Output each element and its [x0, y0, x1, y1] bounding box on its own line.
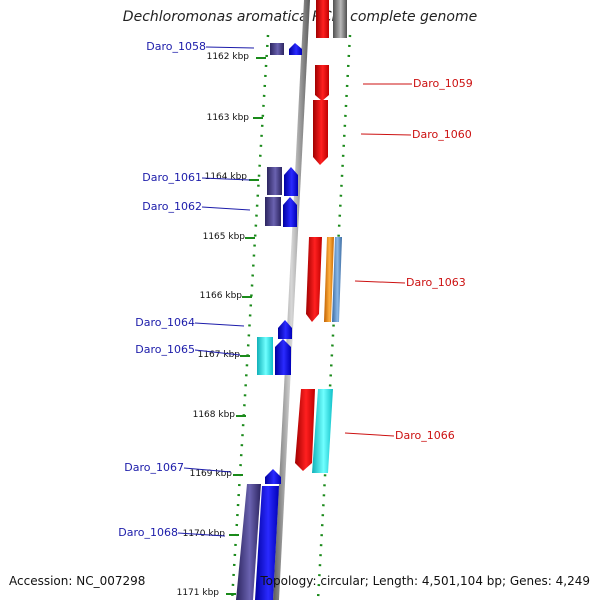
gene-daro-1063b-shape: [324, 237, 334, 322]
gene-daro-1061b-shape: [284, 167, 298, 196]
map-title: Dechloromonas aromatica RCB, complete ge…: [122, 9, 478, 25]
gene-label-daro-1058[interactable]: Daro_1058: [146, 40, 206, 53]
right-track-border: [316, 34, 352, 600]
tick-label: 1164 kbp: [205, 172, 248, 182]
gene-label-daro-1063[interactable]: Daro_1063: [406, 276, 466, 289]
gene-daro-1068a-shape: [236, 484, 261, 600]
gene-daro-1060-shape: [313, 100, 328, 165]
tick-label: 1166 kbp: [200, 291, 243, 301]
gene-label-daro-1068[interactable]: Daro_1068: [118, 526, 178, 539]
gene-label-daro-1062[interactable]: Daro_1062: [142, 200, 202, 213]
gene-label-leader: [177, 532, 226, 537]
gene-label-daro-1059[interactable]: Daro_1059: [413, 77, 473, 90]
gene-label-daro-1061[interactable]: Daro_1061: [142, 171, 202, 184]
gene-label-daro-1060[interactable]: Daro_1060: [412, 128, 472, 141]
tick-label: 1169 kbp: [190, 469, 233, 479]
gene-daro-1062-shape: [265, 197, 281, 226]
gene-partial-gray: [333, 0, 347, 38]
tick-label: 1167 kbp: [198, 350, 241, 360]
gene-daro-1063c-shape: [332, 237, 342, 322]
tick-label: 1162 kbp: [207, 52, 250, 62]
gene-label-leader: [201, 177, 251, 181]
gene-label-leader: [360, 133, 412, 136]
gene-daro-1062b-shape: [283, 197, 297, 227]
gene-partial-red: [316, 0, 329, 38]
gene-label-leader: [344, 432, 395, 437]
gene-daro-1064-shape: [278, 320, 292, 339]
gene-label-leader: [201, 206, 251, 211]
gene-daro-1063a-shape: [306, 237, 322, 322]
gene-daro-1058-shape: [270, 43, 284, 55]
gene-label-leader: [194, 349, 241, 356]
tick-label: 1168 kbp: [193, 410, 236, 420]
accession-label: Accession: NC_007298: [9, 574, 146, 588]
gene-label-daro-1067[interactable]: Daro_1067: [124, 461, 184, 474]
gene-daro-1065-shape: [257, 337, 273, 375]
left-track-border: [230, 34, 270, 600]
tick-label: 1170 kbp: [183, 529, 226, 539]
gene-label-leader: [354, 280, 406, 284]
gene-daro-1066b-shape: [312, 389, 333, 473]
gene-label-leader: [205, 46, 255, 49]
gene-daro-1068b-shape: [255, 486, 279, 600]
gene-label-daro-1065[interactable]: Daro_1065: [135, 343, 195, 356]
tick-label: 1163 kbp: [207, 113, 250, 123]
gene-label-leader: [183, 467, 232, 473]
gene-label-daro-1064[interactable]: Daro_1064: [135, 316, 195, 329]
gene-label-daro-1066[interactable]: Daro_1066: [395, 429, 455, 442]
topology-label: Topology: circular; Length: 4,501,104 bp…: [260, 574, 590, 588]
gene-daro-1065b-shape: [275, 339, 291, 375]
genome-track-backbone: [273, 0, 310, 600]
gene-label-leader: [194, 322, 245, 327]
gene-daro-1058b-shape: [289, 43, 302, 55]
tick-label: 1171 kbp: [177, 588, 220, 598]
tick-label: 1165 kbp: [203, 232, 246, 242]
gene-daro-1061-shape: [267, 167, 282, 195]
gene-daro-1066a-shape: [295, 389, 315, 471]
gene-daro-1059-shape: [315, 65, 329, 101]
gene-daro-1067-shape: [265, 469, 281, 484]
